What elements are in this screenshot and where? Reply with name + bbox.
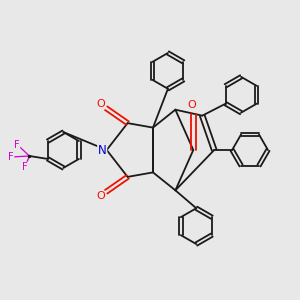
Text: F: F	[22, 162, 28, 172]
Text: O: O	[96, 99, 105, 109]
Text: F: F	[14, 140, 20, 150]
Text: O: O	[188, 100, 196, 110]
Text: O: O	[96, 191, 105, 201]
Text: F: F	[8, 152, 14, 163]
Text: N: N	[98, 143, 106, 157]
